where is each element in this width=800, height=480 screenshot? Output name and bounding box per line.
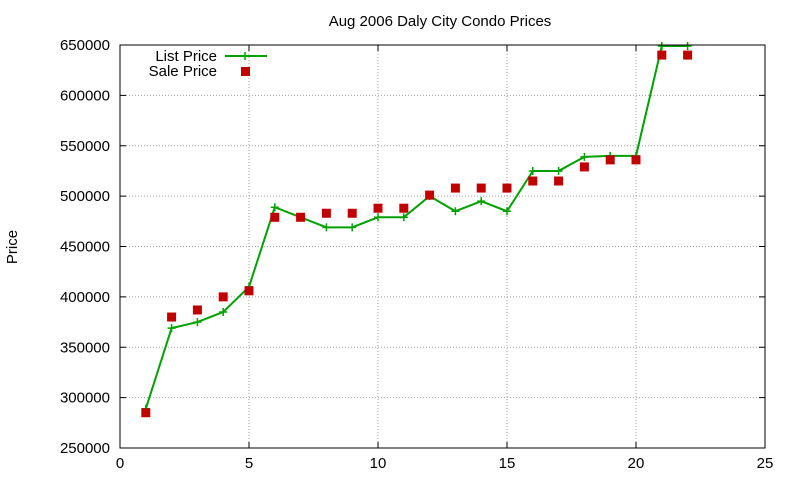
list-price-point [657, 42, 666, 51]
legend-label-sale-price: Sale Price [149, 63, 217, 80]
y-tick-label: 400000 [60, 289, 110, 306]
x-tick-label: 10 [370, 455, 387, 472]
y-tick-label: 350000 [60, 339, 110, 356]
x-tick-label: 5 [245, 455, 253, 472]
list-price-point [451, 207, 460, 216]
list-price-point [528, 166, 537, 175]
list-price-point [374, 213, 382, 222]
y-tick-label: 300000 [60, 390, 110, 407]
list-price-point [399, 213, 408, 222]
sale-price-point [450, 183, 460, 193]
legend: List Price Sale Price [149, 48, 267, 80]
sale-price-point [192, 305, 202, 315]
list-price-point [503, 207, 511, 216]
sale-price-point [296, 212, 306, 222]
sale-price-point [270, 212, 280, 222]
data-series [141, 42, 693, 418]
list-price-point [348, 223, 357, 232]
y-tick-label: 450000 [60, 239, 110, 256]
x-tick-label: 25 [757, 455, 774, 472]
list-price-point [219, 307, 228, 316]
sale-price-point [554, 176, 564, 186]
y-tick-label: 500000 [60, 188, 110, 205]
axis-ticks: 0 5 10 15 20 25 250000 300000 350000 400000 450000… [60, 37, 773, 472]
sale-price-point [476, 183, 486, 193]
y-tick-label: 550000 [60, 138, 110, 155]
legend-label-list-price: List Price [155, 48, 217, 65]
sale-price-point [218, 292, 228, 302]
list-price-point [322, 223, 331, 232]
legend-marker-sale-price [241, 67, 250, 76]
x-tick-label: 20 [628, 455, 645, 472]
sale-price-point [399, 203, 409, 213]
list-price-point [167, 324, 176, 333]
series-line-list-price [144, 45, 688, 410]
y-tick-label: 600000 [60, 87, 110, 104]
sale-price-point [167, 312, 177, 322]
list-price-point [554, 166, 563, 175]
list-price-point [193, 318, 202, 327]
x-tick-label: 15 [499, 455, 516, 472]
y-axis-label: Price [4, 230, 21, 264]
list-price-point [683, 42, 692, 51]
list-price-point [477, 197, 486, 206]
sale-price-point [683, 50, 693, 60]
sale-price-point [141, 408, 151, 418]
list-price-point [580, 152, 589, 161]
sale-price-point [321, 208, 331, 218]
sale-price-point [502, 183, 512, 193]
list-price-point [270, 203, 279, 212]
sale-price-point [425, 190, 435, 200]
x-tick-label: 0 [116, 455, 124, 472]
y-tick-label: 250000 [60, 440, 110, 457]
sale-price-point [373, 203, 383, 213]
grid-lines [120, 45, 765, 448]
legend-marker-list-price [241, 52, 249, 60]
sale-price-point [347, 208, 357, 218]
plot-border [119, 44, 766, 449]
sale-price-point [579, 162, 589, 172]
sale-price-point [657, 50, 667, 60]
chart-title: Aug 2006 Daly City Condo Prices [329, 13, 552, 30]
sale-price-point [631, 155, 641, 165]
sale-price-point [528, 176, 538, 186]
sale-price-point [605, 155, 615, 165]
y-tick-label: 650000 [60, 37, 110, 54]
sale-price-point [244, 286, 254, 296]
